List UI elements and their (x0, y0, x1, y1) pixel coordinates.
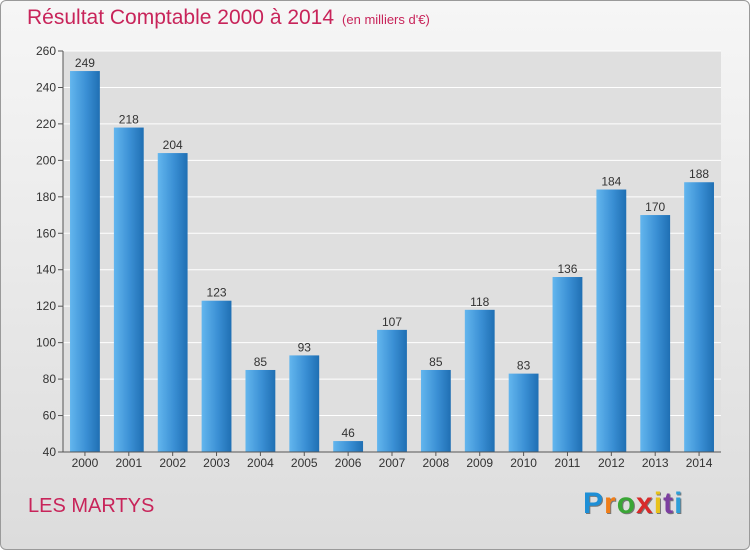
x-tick-label: 2011 (555, 456, 581, 470)
y-tick-label: 60 (43, 409, 57, 423)
bar-value-label: 188 (689, 167, 709, 181)
x-tick-label: 2007 (379, 456, 406, 470)
bar (640, 215, 671, 452)
bar-value-label: 123 (207, 286, 227, 300)
logo-letter: o (616, 487, 637, 520)
x-tick-label: 2006 (335, 456, 362, 470)
bar-value-label: 249 (75, 56, 95, 70)
y-tick-label: 220 (36, 117, 56, 131)
bar-value-label: 46 (341, 426, 355, 440)
logo-letter: r (604, 487, 617, 520)
bar (157, 153, 188, 452)
bar (596, 189, 627, 452)
x-tick-label: 2001 (115, 456, 142, 470)
logo-letter: x (636, 487, 654, 520)
y-tick-label: 100 (36, 336, 56, 350)
y-tick-label: 160 (36, 226, 56, 240)
bar (552, 277, 583, 452)
chart-title: Résultat Comptable 2000 à 2014 (en millie… (27, 6, 430, 30)
y-tick-label: 40 (43, 445, 57, 459)
x-tick-label: 2009 (466, 456, 493, 470)
chart-title-text: Résultat Comptable 2000 à 2014 (27, 6, 335, 29)
y-tick-label: 200 (36, 153, 56, 167)
chart-title-unit: (en milliers d'€) (342, 12, 430, 27)
bar-value-label: 83 (517, 359, 531, 373)
y-tick-label: 120 (36, 299, 56, 313)
bar-value-label: 170 (645, 200, 665, 214)
x-tick-label: 2003 (203, 456, 230, 470)
bar-value-label: 184 (601, 175, 621, 189)
bar-value-label: 218 (119, 113, 139, 127)
y-tick-label: 140 (36, 263, 56, 277)
x-tick-label: 2010 (510, 456, 537, 470)
bar (245, 369, 276, 452)
bar (464, 309, 495, 452)
bar (289, 355, 320, 452)
bar (508, 373, 539, 452)
bar-value-label: 136 (557, 262, 577, 276)
bar (420, 369, 451, 452)
x-tick-label: 2014 (686, 456, 713, 470)
logo-letter: i (653, 487, 664, 520)
x-tick-label: 2008 (423, 456, 450, 470)
y-tick-label: 80 (43, 372, 57, 386)
x-tick-label: 2013 (642, 456, 669, 470)
y-tick-label: 240 (36, 80, 56, 94)
bar-value-label: 85 (429, 355, 443, 369)
bar (684, 182, 714, 452)
bar-value-label: 107 (382, 315, 402, 329)
logo-letter: P (583, 487, 605, 520)
bar-value-label: 118 (470, 295, 489, 309)
x-tick-label: 2004 (247, 456, 274, 470)
bar (333, 441, 364, 452)
proxiti-logo: Proxiti (583, 487, 683, 521)
bar (377, 329, 407, 452)
logo-letter: i (674, 487, 684, 520)
logo-letter: t (663, 487, 675, 520)
x-tick-label: 2005 (291, 456, 318, 470)
bar-value-label: 85 (254, 355, 268, 369)
x-tick-label: 2000 (72, 456, 99, 470)
bar (201, 300, 232, 452)
place-name: LES MARTYS (28, 495, 155, 517)
bar-value-label: 93 (298, 340, 312, 354)
x-tick-label: 2002 (159, 456, 186, 470)
bar-value-label: 204 (163, 138, 183, 152)
y-tick-label: 260 (36, 44, 56, 58)
x-tick-label: 2012 (598, 456, 625, 470)
bar (113, 127, 144, 453)
bar (70, 71, 100, 453)
y-tick-label: 180 (36, 190, 56, 204)
